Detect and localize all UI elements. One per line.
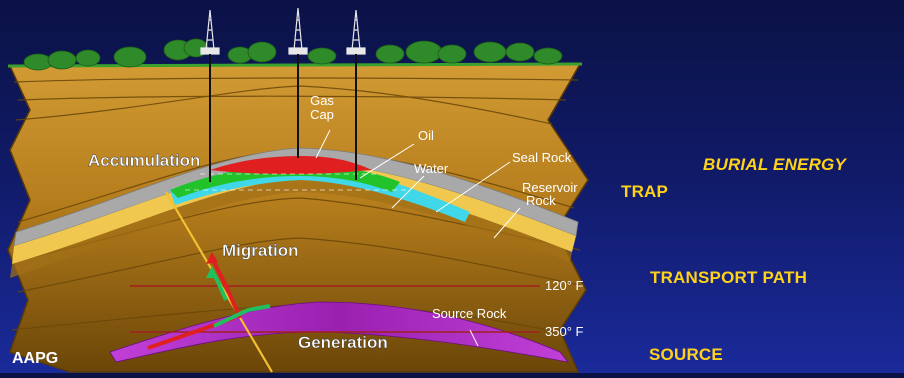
trees bbox=[23, 38, 563, 71]
temp-350-label: 350° F bbox=[545, 324, 584, 339]
derrick-3 bbox=[346, 9, 366, 55]
transport-path-label: TRANSPORT PATH bbox=[650, 268, 808, 287]
trap-label: TRAP bbox=[621, 182, 669, 201]
aapg-watermark: AAPG bbox=[12, 350, 59, 367]
reservoir-rock-layer bbox=[12, 162, 576, 264]
derrick-2 bbox=[288, 7, 308, 55]
migration-label: Migration bbox=[222, 241, 299, 260]
burial-energy-label: BURIAL ENERGY bbox=[703, 155, 847, 174]
arrow-head-green bbox=[206, 266, 218, 278]
gas-cap-label-1: Gas bbox=[310, 93, 334, 108]
temp-120-label: 120° F bbox=[545, 278, 584, 293]
derrick-1 bbox=[200, 9, 220, 55]
generation-arrow-green bbox=[213, 304, 271, 328]
accumulation-label: Accumulation bbox=[88, 151, 200, 170]
source-label: SOURCE bbox=[649, 345, 723, 364]
gas-cap-label-2: Cap bbox=[310, 107, 334, 122]
source-rock-label: Source Rock bbox=[432, 306, 507, 321]
seal-rock-label: Seal Rock bbox=[512, 150, 572, 165]
arrow-head-red bbox=[206, 252, 218, 264]
reservoir-label-2: Rock bbox=[526, 193, 556, 208]
oil-label: Oil bbox=[418, 128, 434, 143]
leader-lines bbox=[315, 129, 521, 347]
generation-label: Generation bbox=[298, 333, 388, 352]
rock-body bbox=[7, 63, 589, 373]
water-label: Water bbox=[414, 161, 449, 176]
ground-surface bbox=[7, 62, 583, 68]
oil-zone bbox=[170, 164, 400, 198]
migration-arrow-red bbox=[210, 257, 242, 319]
gas-cap-zone bbox=[210, 156, 372, 174]
reservoir-label-1: Reservoir bbox=[522, 180, 578, 195]
